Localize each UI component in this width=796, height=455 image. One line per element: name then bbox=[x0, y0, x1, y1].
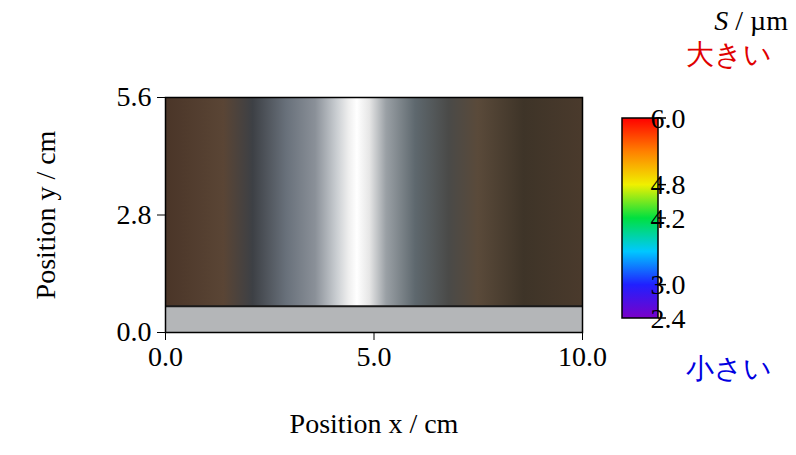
svg-text:3.0: 3.0 bbox=[651, 269, 686, 300]
svg-text:10.0: 10.0 bbox=[558, 341, 607, 372]
svg-text:Position y / cm: Position y / cm bbox=[30, 130, 61, 299]
svg-text:Position x / cm: Position x / cm bbox=[290, 408, 459, 439]
svg-text:0.0: 0.0 bbox=[148, 341, 183, 372]
svg-text:4.2: 4.2 bbox=[651, 203, 686, 234]
svg-text:6.0: 6.0 bbox=[651, 103, 686, 134]
svg-text:2.4: 2.4 bbox=[651, 303, 686, 334]
svg-text:0.0: 0.0 bbox=[117, 316, 152, 347]
svg-text:2.8: 2.8 bbox=[117, 199, 152, 230]
svg-text:4.8: 4.8 bbox=[651, 169, 686, 200]
svg-text:小さい: 小さい bbox=[686, 352, 772, 385]
svg-text:5.0: 5.0 bbox=[357, 341, 392, 372]
svg-text:大きい: 大きい bbox=[686, 38, 772, 71]
svg-text:S / µm: S / µm bbox=[714, 5, 788, 36]
svg-text:5.6: 5.6 bbox=[117, 81, 152, 112]
